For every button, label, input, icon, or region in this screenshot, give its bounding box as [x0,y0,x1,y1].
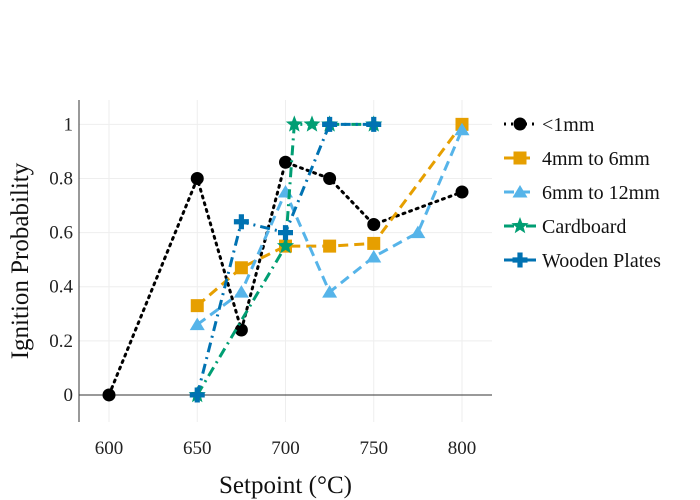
circle-marker [102,388,116,402]
x-tick-label: 750 [359,438,388,459]
circle-marker [367,217,381,231]
triangle-marker [366,249,382,263]
y-tick-label: 0.4 [49,277,73,298]
x-tick-label: 700 [271,438,300,459]
star-marker [285,115,303,132]
legend-label: Cardboard [542,216,626,238]
x-tick-label: 800 [448,438,477,459]
circle-marker [190,171,204,185]
star-marker [303,115,321,132]
square-marker [513,151,527,165]
cross-marker [278,225,293,241]
legend-item: Wooden Plates [504,250,661,272]
triangle-marker [454,122,470,136]
legend: <1mm 4mm to 6mm 6mm to 12mm Cardboard Wooden… [504,114,661,272]
circle-marker [513,117,527,131]
cross-marker [233,214,249,230]
x-axis-title: Setpoint (°C) [219,472,352,499]
y-tick-label: 0.8 [49,168,73,189]
triangle-marker [189,317,205,331]
square-marker [234,261,248,275]
legend-label: <1mm [542,114,595,136]
y-tick-label: 0.2 [49,331,73,352]
circle-marker [234,323,248,337]
y-tick-label: 0 [64,385,74,406]
triangle-marker [410,225,426,239]
square-marker [367,236,381,250]
triangle-marker [322,285,338,298]
series-wooden-plates [189,116,382,403]
legend-label: 6mm to 12mm [542,182,660,204]
star-marker [276,237,295,254]
square-marker [323,239,337,253]
x-tick-label: 650 [183,438,212,459]
y-tick-label: 0.6 [49,223,73,244]
series-layer [102,115,470,403]
circle-marker [455,185,469,199]
triangle-marker [233,285,249,298]
legend-item: Cardboard [504,216,626,238]
series-line [196,123,464,307]
legend-item: <1mm [504,114,595,136]
series-6mm-to-12mm [189,122,470,331]
x-tick-label: 600 [95,438,124,459]
cross-marker [189,387,205,403]
y-tick-label: 1 [64,114,74,135]
legend-label: 4mm to 6mm [542,148,650,170]
y-axis-title: Ignition Probability [7,162,34,359]
circle-marker [279,155,292,169]
legend-label: Wooden Plates [542,250,661,272]
series--1mm [102,155,469,402]
star-marker [511,217,529,234]
legend-item: 6mm to 12mm [504,182,660,204]
axes [78,100,492,422]
grid [79,100,492,422]
triangle-marker [512,185,528,198]
tick-labels: 600 650 700 750 800 0 0.2 0.4 0.6 0.8 1 [49,114,476,459]
cross-marker [366,116,382,132]
square-marker [190,299,204,313]
circle-marker [323,171,337,185]
cross-marker [322,116,338,132]
cross-marker [512,252,528,268]
legend-item: 4mm to 6mm [504,148,650,170]
